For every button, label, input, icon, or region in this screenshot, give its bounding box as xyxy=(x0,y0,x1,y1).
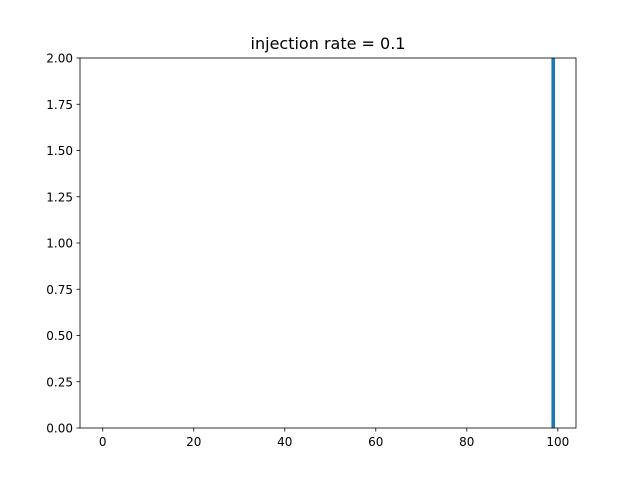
y-tick-label: 0.00 xyxy=(46,422,73,436)
x-tick-label: 100 xyxy=(546,435,569,449)
y-tick-label: 1.50 xyxy=(46,144,73,158)
x-axis-ticks: 0 20 40 60 80 100 xyxy=(99,428,569,449)
bar-99 xyxy=(551,58,556,428)
x-tick-label: 80 xyxy=(459,435,474,449)
y-tick-label: 1.25 xyxy=(46,190,73,204)
y-tick-label: 2.00 xyxy=(46,52,73,66)
x-tick-label: 60 xyxy=(368,435,383,449)
y-tick-label: 0.25 xyxy=(46,375,73,389)
y-tick-label: 0.50 xyxy=(46,329,73,343)
y-tick-label: 1.75 xyxy=(46,98,73,112)
bars-group xyxy=(551,58,556,428)
y-axis-ticks: 0.00 0.25 0.50 0.75 1.00 1.25 1.50 1.75 2.00 xyxy=(46,52,80,436)
axes-frame xyxy=(79,57,577,429)
y-tick-label: 0.75 xyxy=(46,283,73,297)
x-tick-label: 20 xyxy=(186,435,201,449)
x-tick-label: 0 xyxy=(99,435,107,449)
x-tick-label: 40 xyxy=(277,435,292,449)
y-tick-label: 1.00 xyxy=(46,237,73,251)
chart-title: injection rate = 0.1 xyxy=(251,34,406,53)
